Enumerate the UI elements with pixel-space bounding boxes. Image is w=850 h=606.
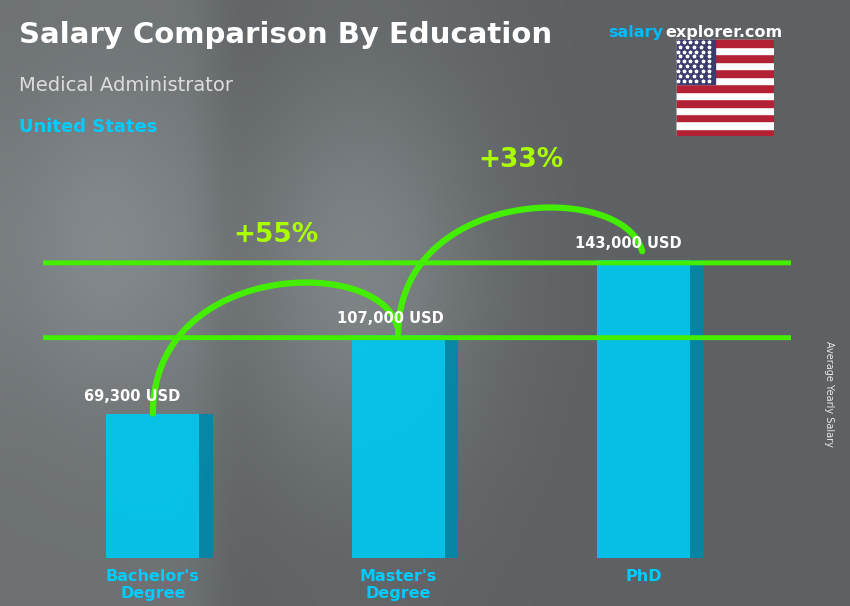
- Polygon shape: [690, 261, 704, 558]
- Bar: [676, 84, 774, 92]
- Polygon shape: [445, 335, 458, 558]
- Text: salary: salary: [608, 25, 663, 41]
- Text: Average Yearly Salary: Average Yearly Salary: [824, 341, 834, 447]
- Bar: [352, 335, 445, 558]
- Text: Medical Administrator: Medical Administrator: [19, 76, 233, 95]
- Text: 69,300 USD: 69,300 USD: [84, 390, 180, 404]
- Text: United States: United States: [19, 118, 157, 136]
- Bar: [676, 39, 774, 47]
- Bar: [676, 55, 774, 62]
- Bar: [676, 107, 774, 114]
- Bar: [676, 62, 774, 69]
- Polygon shape: [0, 261, 850, 265]
- Polygon shape: [200, 413, 213, 558]
- Text: explorer.com: explorer.com: [666, 25, 783, 41]
- Text: +33%: +33%: [478, 147, 564, 173]
- Bar: [676, 129, 774, 136]
- Bar: [597, 261, 690, 558]
- Text: 143,000 USD: 143,000 USD: [575, 236, 682, 251]
- Bar: [676, 99, 774, 107]
- Bar: [676, 92, 774, 99]
- Text: +55%: +55%: [233, 222, 318, 248]
- Bar: [676, 121, 774, 129]
- Bar: [106, 413, 200, 558]
- Bar: [676, 69, 774, 77]
- Text: 107,000 USD: 107,000 USD: [337, 311, 444, 326]
- Bar: [676, 39, 715, 84]
- Polygon shape: [0, 335, 850, 340]
- Bar: [676, 47, 774, 55]
- Text: Salary Comparison By Education: Salary Comparison By Education: [19, 21, 552, 49]
- Bar: [676, 114, 774, 121]
- Bar: [676, 77, 774, 84]
